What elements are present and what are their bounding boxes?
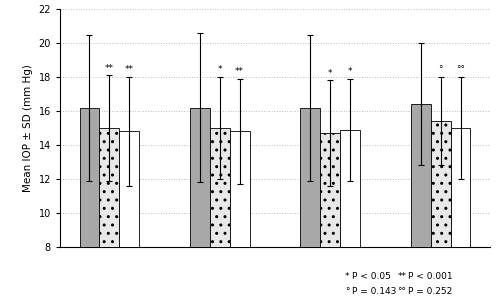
Bar	[230, 131, 250, 301]
Bar	[80, 107, 100, 301]
Text: *: *	[345, 272, 350, 281]
Y-axis label: Mean IOP ± SD (mm Hg): Mean IOP ± SD (mm Hg)	[23, 64, 33, 192]
Text: **: **	[235, 67, 244, 76]
Text: *: *	[328, 69, 332, 78]
Text: **: **	[105, 64, 114, 73]
Text: P < 0.001: P < 0.001	[408, 272, 452, 281]
Text: °: °	[438, 65, 443, 74]
Text: °: °	[345, 287, 350, 296]
Text: P = 0.252: P = 0.252	[408, 287, 452, 296]
Text: P < 0.05: P < 0.05	[352, 272, 392, 281]
Bar	[190, 107, 210, 301]
Text: P = 0.143: P = 0.143	[352, 287, 397, 296]
Bar	[210, 128, 230, 301]
Bar	[340, 130, 360, 301]
Text: **: **	[124, 65, 134, 74]
Text: **: **	[398, 272, 406, 281]
Bar	[411, 104, 430, 301]
Bar	[320, 133, 340, 301]
Bar	[100, 128, 119, 301]
Text: *: *	[348, 67, 352, 76]
Bar	[430, 121, 450, 301]
Text: °°: °°	[456, 65, 465, 74]
Bar	[450, 128, 470, 301]
Text: °°: °°	[398, 287, 406, 296]
Bar	[300, 107, 320, 301]
Text: *: *	[218, 65, 222, 74]
Bar	[120, 131, 139, 301]
